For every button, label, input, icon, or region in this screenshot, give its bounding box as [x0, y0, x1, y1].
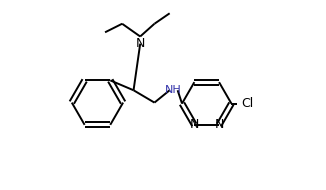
- Text: N: N: [136, 37, 145, 50]
- Text: Cl: Cl: [242, 97, 254, 110]
- Text: N: N: [215, 118, 224, 131]
- Text: NH: NH: [165, 85, 182, 95]
- Text: N: N: [190, 118, 199, 131]
